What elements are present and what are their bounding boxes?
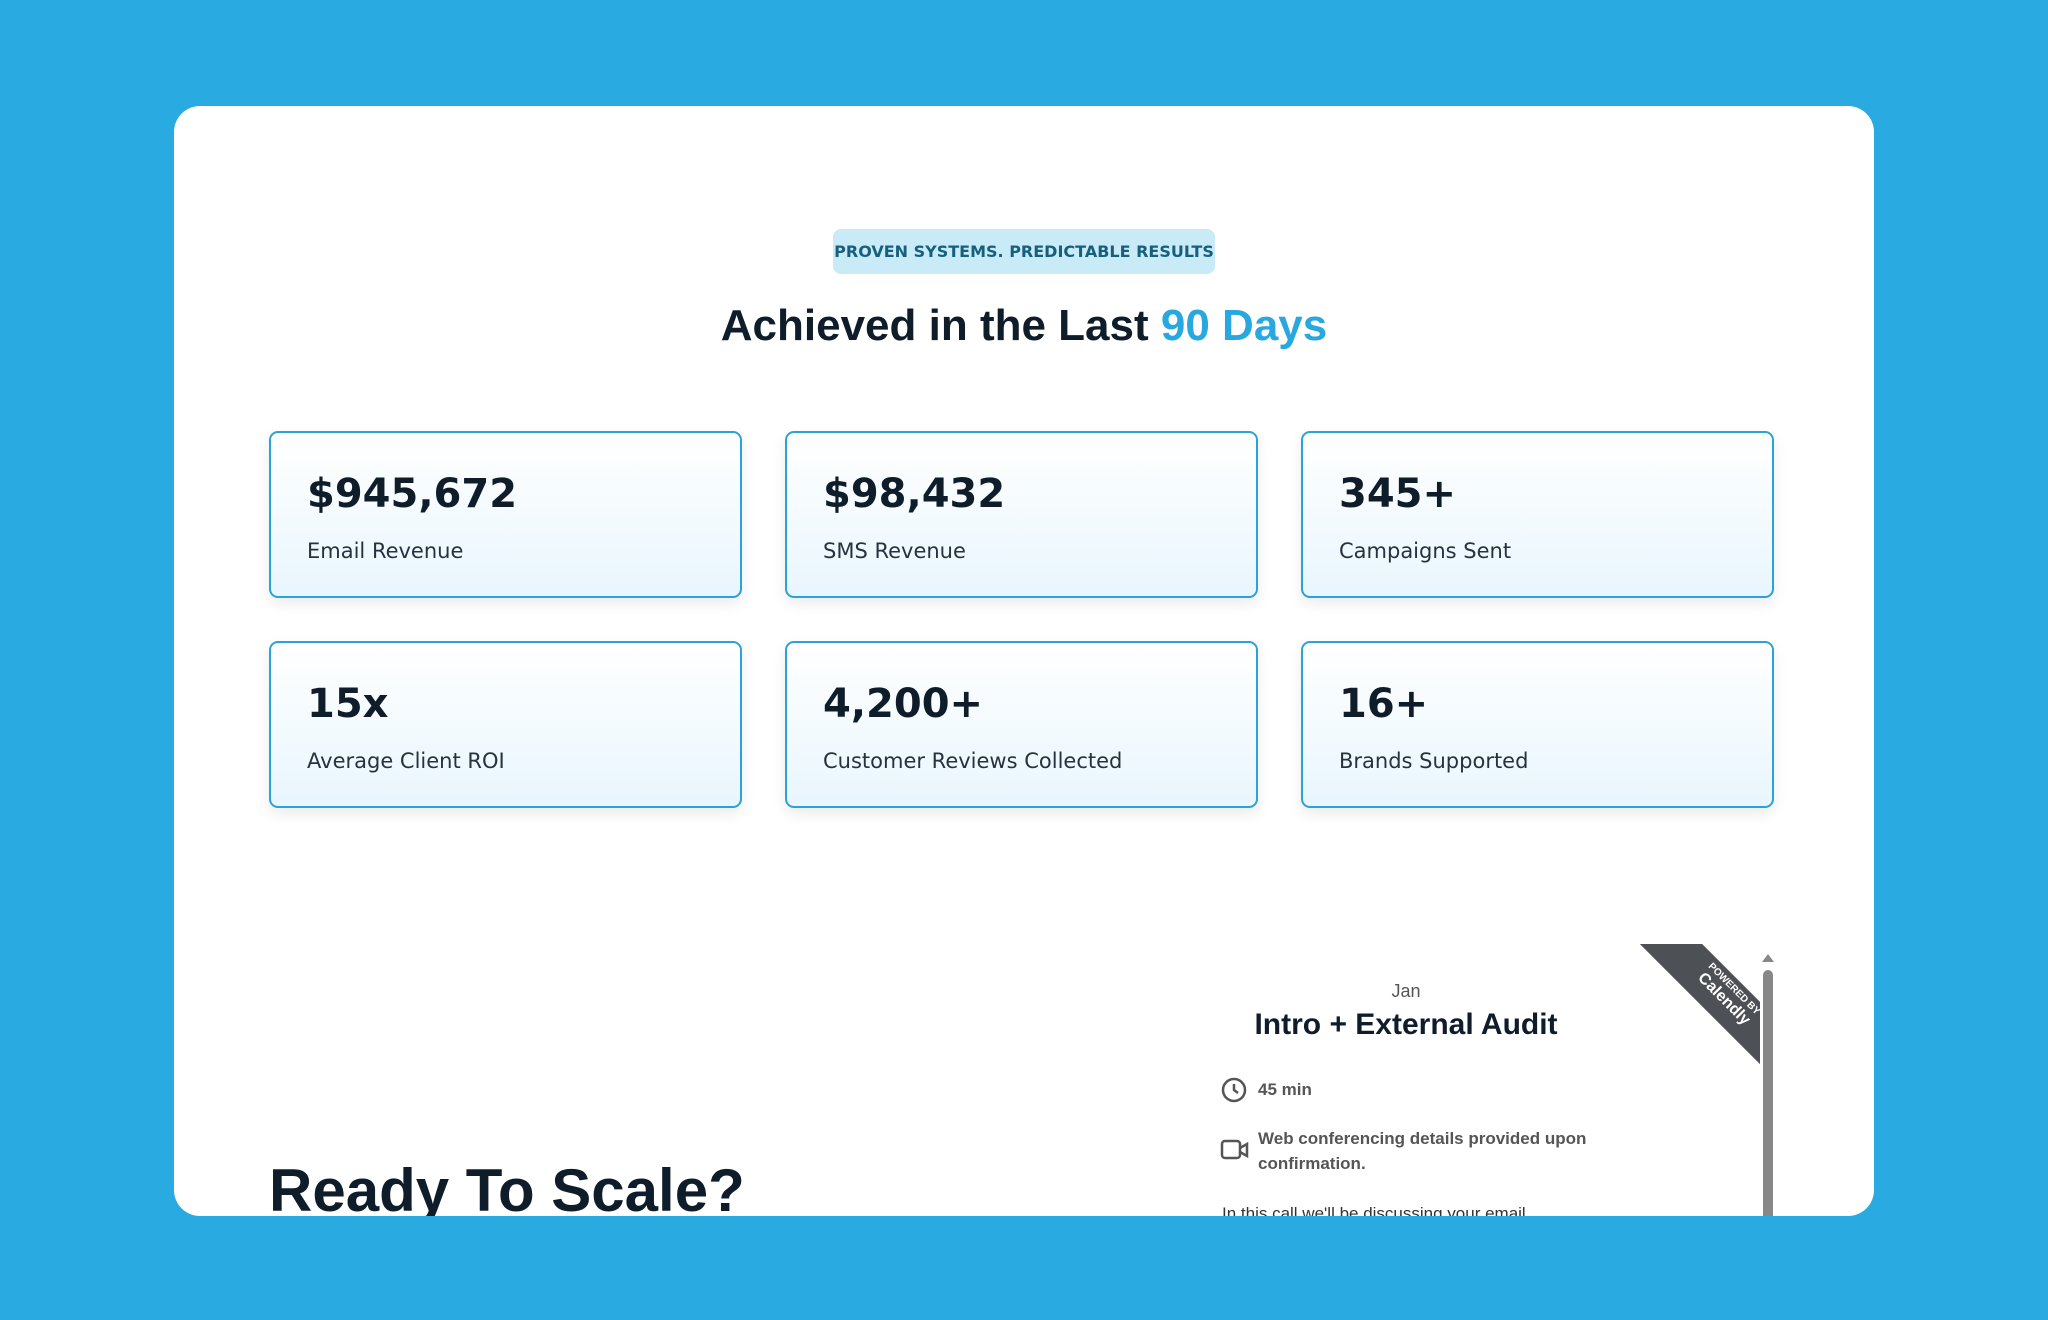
- stat-card: 4,200+ Customer Reviews Collected: [785, 641, 1258, 808]
- stat-card: 16+ Brands Supported: [1301, 641, 1774, 808]
- calendly-ribbon[interactable]: POWERED BY Calendly: [1635, 944, 1760, 1069]
- stat-card: $98,432 SMS Revenue: [785, 431, 1258, 598]
- clock-icon: [1221, 1077, 1247, 1103]
- stat-value: 4,200+: [823, 681, 984, 727]
- badge: PROVEN SYSTEMS. PREDICTABLE RESULTS: [833, 229, 1215, 274]
- section-heading: Achieved in the Last 90 Days: [174, 301, 1874, 351]
- stat-card: 345+ Campaigns Sent: [1301, 431, 1774, 598]
- stat-value: 15x: [307, 681, 389, 727]
- stat-label: Average Client ROI: [307, 749, 505, 773]
- host-name: Jan: [1391, 981, 1421, 1001]
- stat-label: Campaigns Sent: [1339, 539, 1512, 563]
- conferencing-note: Web conferencing details provided upon c…: [1258, 1129, 1587, 1173]
- heading-main: Achieved in the Last: [720, 301, 1149, 350]
- stat-value: $945,672: [307, 471, 518, 517]
- stat-label: SMS Revenue: [823, 539, 966, 563]
- stat-value: 345+: [1339, 471, 1457, 517]
- scrollbar[interactable]: [1760, 952, 1776, 1216]
- stat-card: 15x Average Client ROI: [269, 641, 742, 808]
- heading-highlight: 90 Days: [1160, 301, 1328, 350]
- stat-label: Email Revenue: [307, 539, 464, 563]
- video-icon: [1220, 1139, 1249, 1160]
- event-description: In this call we'll be discussing your em…: [1222, 1204, 1526, 1216]
- stat-label: Customer Reviews Collected: [823, 749, 1123, 773]
- duration: 45 min: [1258, 1080, 1312, 1099]
- cta-title: Ready To Scale?: [269, 1157, 745, 1216]
- event-title: Intro + External Audit: [1254, 1008, 1558, 1041]
- stat-label: Brands Supported: [1339, 749, 1529, 773]
- stat-value: 16+: [1339, 681, 1429, 727]
- content-card: PROVEN SYSTEMS. PREDICTABLE RESULTS Achi…: [174, 106, 1874, 1216]
- stat-card: $945,672 Email Revenue: [269, 431, 742, 598]
- stat-value: $98,432: [823, 471, 1006, 517]
